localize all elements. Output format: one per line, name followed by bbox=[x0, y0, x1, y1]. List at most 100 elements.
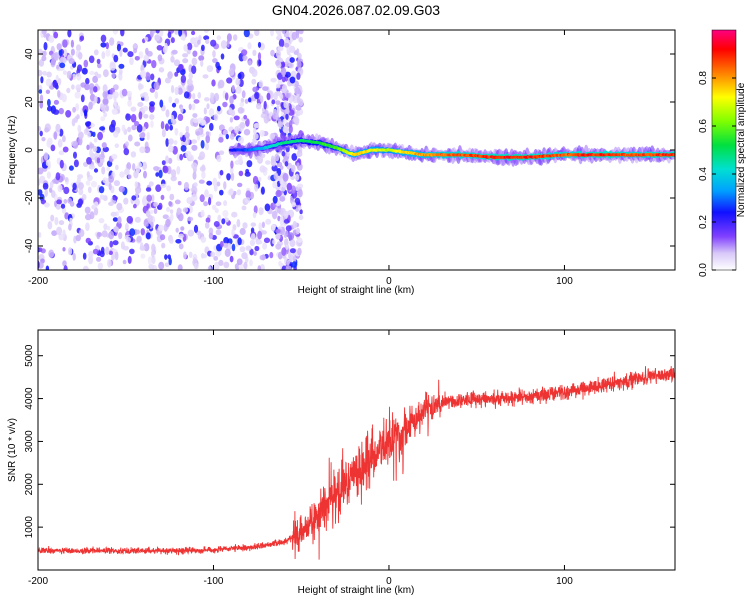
noise-speckle bbox=[249, 248, 254, 256]
colorbar-tick-label: 0.4 bbox=[698, 167, 709, 181]
noise-speckle bbox=[157, 54, 163, 62]
noise-speckle bbox=[285, 265, 292, 270]
noise-speckle bbox=[204, 189, 209, 198]
noise-speckle bbox=[180, 74, 187, 84]
noise-speckle bbox=[113, 99, 117, 107]
noise-speckle bbox=[166, 185, 172, 192]
noise-speckle bbox=[147, 214, 153, 223]
noise-speckle bbox=[89, 143, 95, 149]
x-tick-label: -100 bbox=[203, 276, 223, 287]
noise-speckle bbox=[57, 184, 63, 193]
noise-speckle bbox=[62, 247, 66, 252]
noise-speckle bbox=[215, 229, 222, 236]
x-tick-label: 100 bbox=[556, 276, 573, 287]
noise-speckle bbox=[105, 42, 110, 50]
noise-speckle bbox=[193, 99, 200, 104]
noise-speckle bbox=[97, 63, 102, 69]
noise-speckle bbox=[39, 101, 44, 109]
noise-speckle bbox=[250, 222, 257, 227]
noise-speckle bbox=[82, 252, 87, 260]
noise-speckle bbox=[123, 197, 129, 205]
noise-speckle bbox=[67, 30, 72, 38]
noise-speckle bbox=[201, 44, 205, 51]
noise-speckle bbox=[175, 239, 182, 244]
noise-speckle bbox=[289, 57, 295, 63]
noise-speckle bbox=[216, 35, 221, 41]
y-tick-label: 40 bbox=[24, 48, 35, 60]
noise-speckle bbox=[182, 53, 189, 58]
noise-speckle bbox=[211, 204, 217, 210]
noise-speckle bbox=[288, 251, 292, 260]
noise-speckle bbox=[77, 52, 83, 60]
noise-speckle bbox=[63, 199, 68, 204]
noise-speckle bbox=[164, 262, 170, 268]
noise-speckle bbox=[139, 146, 146, 154]
noise-speckle bbox=[87, 186, 92, 194]
noise-speckle bbox=[98, 186, 105, 194]
noise-speckle bbox=[275, 91, 282, 96]
noise-speckle bbox=[100, 116, 106, 122]
noise-speckle bbox=[171, 169, 177, 178]
noise-speckle bbox=[297, 189, 303, 198]
noise-speckle bbox=[149, 209, 154, 215]
noise-speckle bbox=[191, 103, 196, 111]
noise-speckle bbox=[205, 39, 210, 45]
noise-speckle bbox=[126, 162, 132, 171]
noise-speckle bbox=[213, 221, 220, 227]
noise-speckle bbox=[272, 239, 276, 245]
noise-speckle bbox=[113, 180, 120, 187]
noise-speckle bbox=[168, 145, 174, 153]
noise-speckle bbox=[231, 211, 238, 218]
noise-speckle bbox=[97, 232, 102, 237]
noise-speckle bbox=[87, 131, 91, 138]
noise-speckle bbox=[93, 95, 98, 104]
noise-speckle bbox=[89, 70, 95, 76]
noise-speckle bbox=[223, 261, 230, 269]
noise-speckle bbox=[134, 216, 141, 223]
noise-speckle bbox=[88, 83, 95, 91]
noise-speckle bbox=[197, 39, 201, 45]
noise-speckle bbox=[289, 248, 296, 254]
noise-speckle bbox=[164, 254, 168, 260]
noise-speckle bbox=[56, 199, 62, 205]
noise-speckle bbox=[55, 123, 61, 133]
snr-xlabel: Height of straight line (km) bbox=[298, 585, 415, 596]
noise-speckle bbox=[132, 43, 138, 49]
noise-speckle bbox=[138, 111, 143, 120]
noise-speckle bbox=[59, 159, 64, 169]
noise-speckle bbox=[292, 221, 298, 229]
noise-speckle bbox=[249, 239, 256, 246]
noise-speckle bbox=[159, 234, 166, 241]
noise-speckle bbox=[62, 135, 66, 143]
noise-speckle bbox=[99, 126, 106, 131]
noise-speckle bbox=[188, 72, 193, 80]
noise-speckle bbox=[255, 103, 262, 110]
noise-speckle bbox=[285, 113, 289, 120]
noise-speckle bbox=[252, 175, 259, 185]
noise-speckle bbox=[244, 171, 251, 177]
noise-speckle bbox=[127, 99, 132, 107]
noise-speckle bbox=[116, 43, 122, 52]
noise-speckle bbox=[236, 189, 242, 196]
noise-speckle bbox=[38, 232, 42, 238]
noise-speckle bbox=[105, 246, 110, 255]
noise-speckle bbox=[126, 90, 133, 98]
noise-speckle bbox=[229, 95, 234, 105]
noise-speckle bbox=[291, 201, 297, 208]
noise-speckle bbox=[111, 72, 116, 79]
noise-speckle bbox=[230, 160, 234, 169]
noise-speckle bbox=[247, 42, 252, 50]
noise-speckle bbox=[290, 185, 296, 194]
noise-speckle bbox=[176, 166, 181, 175]
noise-speckle bbox=[101, 230, 108, 238]
noise-speckle bbox=[200, 236, 207, 243]
noise-speckle bbox=[174, 30, 178, 35]
noise-speckle bbox=[298, 214, 304, 221]
noise-speckle bbox=[187, 78, 193, 86]
colorbar: 0.0 0.2 0.4 0.6 0.8 Normalized spectral ampl… bbox=[698, 29, 747, 277]
noise-speckle bbox=[96, 58, 101, 64]
noise-speckle bbox=[185, 125, 190, 133]
noise-speckle bbox=[204, 30, 209, 33]
noise-speckle bbox=[161, 242, 166, 249]
noise-speckle bbox=[180, 106, 184, 114]
